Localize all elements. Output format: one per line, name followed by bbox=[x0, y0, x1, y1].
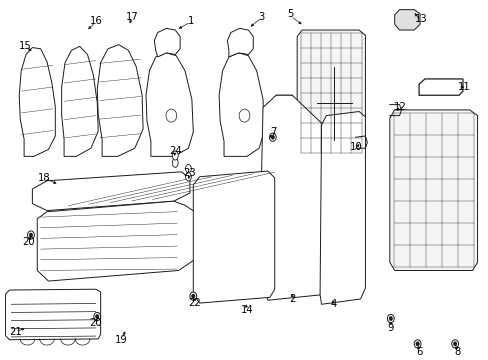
Ellipse shape bbox=[189, 292, 196, 300]
Text: 12: 12 bbox=[393, 102, 406, 112]
Polygon shape bbox=[32, 172, 189, 211]
Polygon shape bbox=[389, 110, 477, 270]
Text: 21: 21 bbox=[9, 327, 21, 337]
Text: 23: 23 bbox=[183, 168, 196, 178]
Polygon shape bbox=[261, 95, 326, 300]
Polygon shape bbox=[154, 28, 180, 57]
Text: 19: 19 bbox=[115, 335, 128, 345]
Polygon shape bbox=[5, 289, 101, 340]
Ellipse shape bbox=[191, 294, 195, 298]
Ellipse shape bbox=[239, 109, 249, 122]
Text: 9: 9 bbox=[387, 323, 393, 333]
Text: 4: 4 bbox=[330, 299, 336, 309]
Text: 16: 16 bbox=[89, 16, 102, 26]
Ellipse shape bbox=[94, 312, 101, 321]
Text: 24: 24 bbox=[168, 146, 181, 156]
Text: 1: 1 bbox=[187, 16, 194, 26]
Ellipse shape bbox=[270, 135, 274, 139]
Text: 15: 15 bbox=[19, 41, 31, 50]
Text: 20: 20 bbox=[89, 319, 102, 328]
Ellipse shape bbox=[452, 342, 456, 346]
Ellipse shape bbox=[451, 340, 458, 348]
Text: 18: 18 bbox=[38, 173, 51, 183]
Ellipse shape bbox=[172, 158, 178, 167]
Ellipse shape bbox=[388, 316, 392, 321]
Ellipse shape bbox=[165, 109, 176, 122]
Ellipse shape bbox=[29, 233, 33, 237]
Text: 13: 13 bbox=[414, 14, 427, 24]
Ellipse shape bbox=[185, 173, 191, 181]
Ellipse shape bbox=[386, 315, 393, 323]
Polygon shape bbox=[320, 112, 365, 304]
Text: 8: 8 bbox=[453, 347, 459, 357]
Ellipse shape bbox=[27, 231, 34, 239]
Ellipse shape bbox=[172, 151, 178, 160]
Polygon shape bbox=[297, 30, 365, 156]
Text: 22: 22 bbox=[188, 298, 201, 308]
Ellipse shape bbox=[269, 133, 276, 141]
Polygon shape bbox=[61, 46, 98, 156]
Ellipse shape bbox=[95, 315, 99, 319]
Text: 3: 3 bbox=[258, 12, 264, 22]
Polygon shape bbox=[271, 95, 297, 128]
Text: 17: 17 bbox=[126, 12, 139, 22]
Text: 10: 10 bbox=[349, 143, 362, 152]
Text: 6: 6 bbox=[415, 347, 422, 357]
Text: 14: 14 bbox=[240, 305, 253, 315]
Ellipse shape bbox=[415, 342, 418, 346]
Polygon shape bbox=[219, 53, 264, 156]
Polygon shape bbox=[418, 79, 462, 95]
Ellipse shape bbox=[413, 340, 420, 348]
Polygon shape bbox=[97, 45, 143, 156]
Text: 11: 11 bbox=[457, 82, 469, 92]
Polygon shape bbox=[37, 201, 194, 281]
Ellipse shape bbox=[185, 165, 191, 173]
Polygon shape bbox=[193, 171, 274, 303]
Text: 2: 2 bbox=[288, 294, 295, 304]
Polygon shape bbox=[146, 53, 193, 156]
Text: 7: 7 bbox=[270, 127, 276, 137]
Polygon shape bbox=[19, 48, 55, 156]
Polygon shape bbox=[227, 28, 253, 57]
Text: 20: 20 bbox=[22, 237, 35, 247]
Polygon shape bbox=[394, 10, 419, 30]
Text: 5: 5 bbox=[287, 9, 293, 19]
